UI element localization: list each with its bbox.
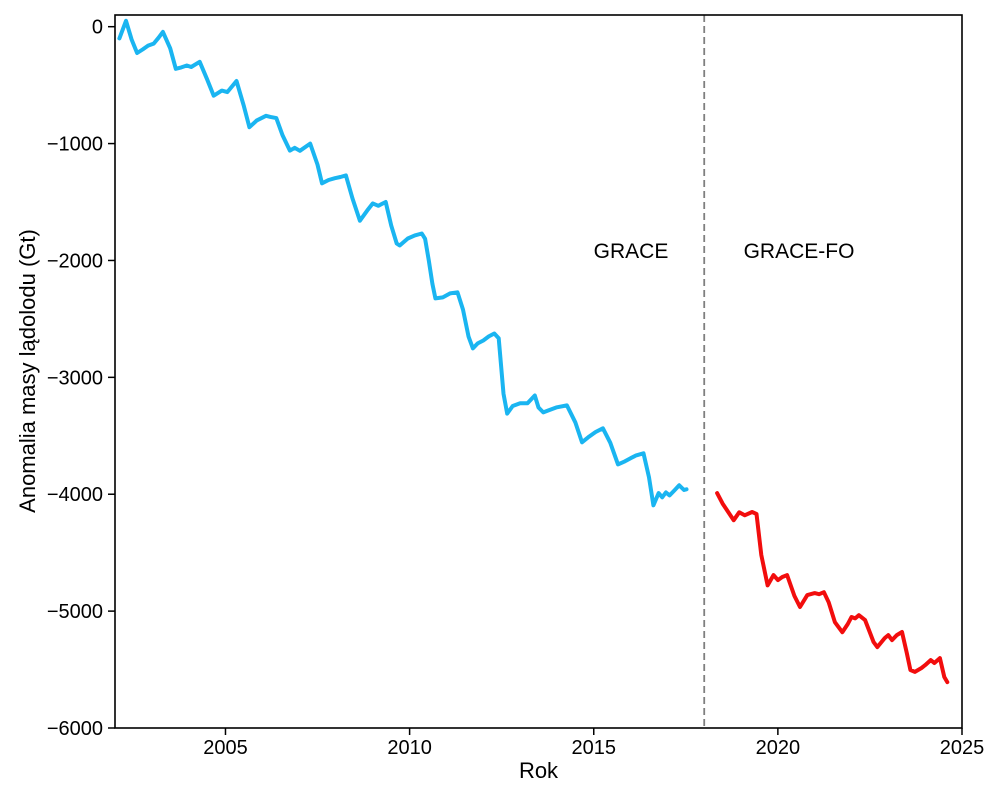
x-tick-label: 2010	[387, 737, 432, 759]
y-axis-label: Anomalia masy lądolodu (Gt)	[15, 229, 40, 513]
x-tick-label: 2020	[756, 737, 801, 759]
y-tick-label: −4000	[47, 484, 103, 506]
y-tick-label: −3000	[47, 367, 103, 389]
annotation-grace-fo: GRACE-FO	[743, 240, 855, 263]
plot-area-border	[114, 14, 963, 729]
x-tick-label: 2015	[571, 737, 616, 759]
y-tick-label: 0	[92, 17, 103, 39]
series-line-grace-fo	[715, 491, 950, 685]
y-tick-label: −2000	[47, 250, 103, 272]
y-tick-label: −6000	[47, 718, 103, 740]
x-tick-label: 2005	[203, 737, 248, 759]
annotation-grace: GRACE	[593, 240, 669, 263]
y-tick-label: −5000	[47, 601, 103, 623]
x-tick-label: 2025	[940, 737, 985, 759]
x-axis-label: Rok	[518, 758, 559, 783]
y-tick-label: −1000	[47, 134, 103, 156]
series-line-grace	[117, 18, 689, 508]
